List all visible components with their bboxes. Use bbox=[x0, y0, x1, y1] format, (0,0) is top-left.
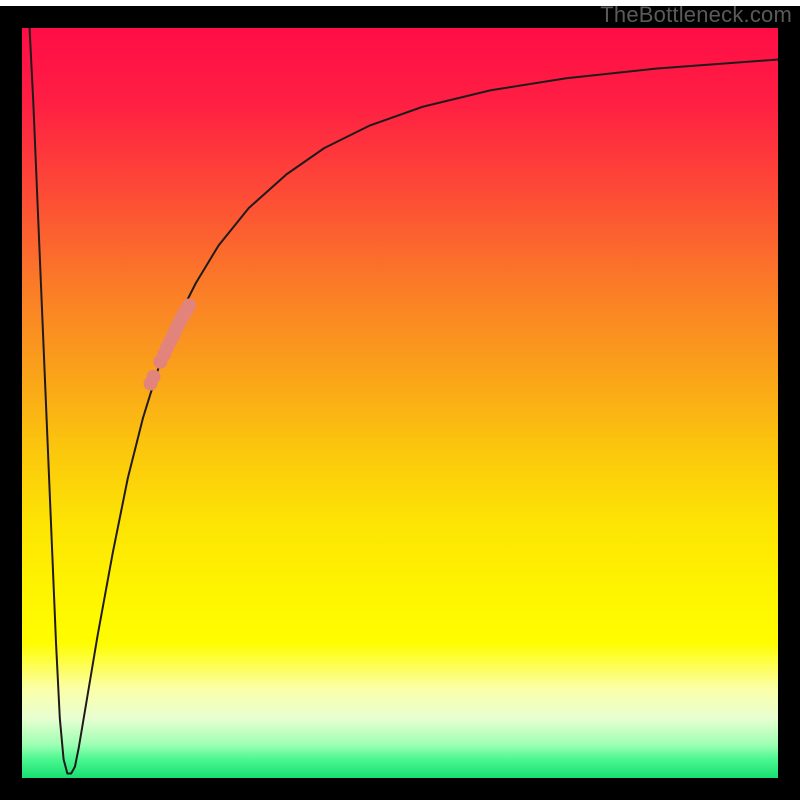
chart-svg bbox=[0, 0, 800, 800]
highlight-dot bbox=[182, 299, 196, 313]
highlight-dot bbox=[144, 377, 158, 391]
plot-area bbox=[22, 28, 778, 778]
chart-root: TheBottleneck.com bbox=[0, 0, 800, 800]
